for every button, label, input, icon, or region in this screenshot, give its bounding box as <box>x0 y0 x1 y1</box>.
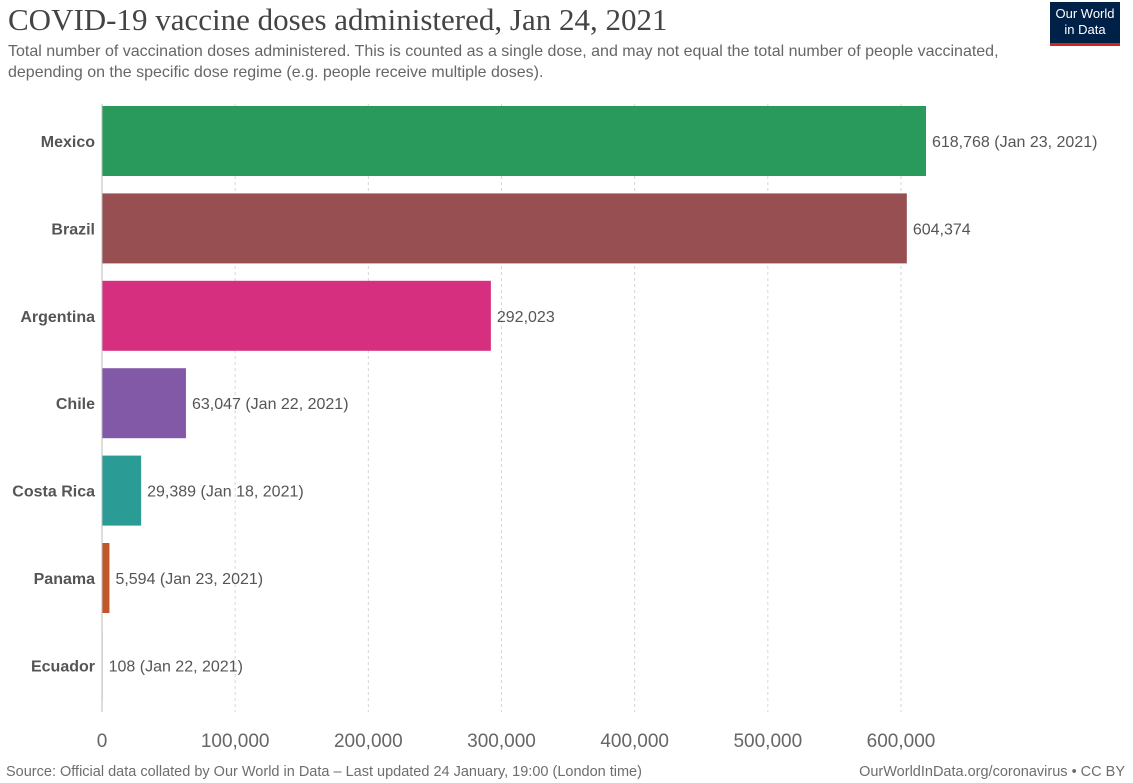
value-label: 604,374 <box>913 221 971 238</box>
value-label: 63,047 (Jan 22, 2021) <box>192 396 349 413</box>
category-label: Brazil <box>51 221 95 238</box>
bar <box>102 455 142 526</box>
bar <box>102 280 491 351</box>
x-tick-label: 0 <box>97 731 108 752</box>
x-tick-label: 100,000 <box>201 731 270 752</box>
value-label: 29,389 (Jan 18, 2021) <box>147 484 304 501</box>
owid-logo[interactable]: Our World in Data <box>1050 2 1120 46</box>
value-label: 5,594 (Jan 23, 2021) <box>115 571 263 588</box>
x-tick-label: 600,000 <box>867 731 936 752</box>
x-tick-label: 200,000 <box>334 731 403 752</box>
category-label: Ecuador <box>31 658 95 675</box>
x-tick-label: 300,000 <box>467 731 536 752</box>
category-label: Argentina <box>20 309 95 326</box>
bar <box>102 193 907 264</box>
logo-text-line1: Our World <box>1055 6 1115 21</box>
x-tick-label: 500,000 <box>733 731 802 752</box>
category-label: Mexico <box>41 134 95 151</box>
credit-link[interactable]: OurWorldInData.org/coronavirus • CC BY <box>859 764 1125 780</box>
category-label: Panama <box>34 571 95 588</box>
chart-subtitle: Total number of vaccination doses admini… <box>8 43 999 81</box>
category-label: Chile <box>56 396 95 413</box>
x-tick-label: 400,000 <box>600 731 669 752</box>
value-label: 292,023 <box>497 309 555 326</box>
value-label: 618,768 (Jan 23, 2021) <box>932 134 1097 151</box>
logo-text-line2: in Data <box>1064 22 1106 37</box>
chart-title: COVID-19 vaccine doses administered, Jan… <box>8 2 668 37</box>
bar <box>102 106 926 176</box>
category-label: Costa Rica <box>12 484 95 501</box>
source-note: Source: Official data collated by Our Wo… <box>6 764 642 780</box>
bar <box>102 368 186 439</box>
bar <box>102 543 110 613</box>
value-label: 108 (Jan 22, 2021) <box>109 658 243 675</box>
